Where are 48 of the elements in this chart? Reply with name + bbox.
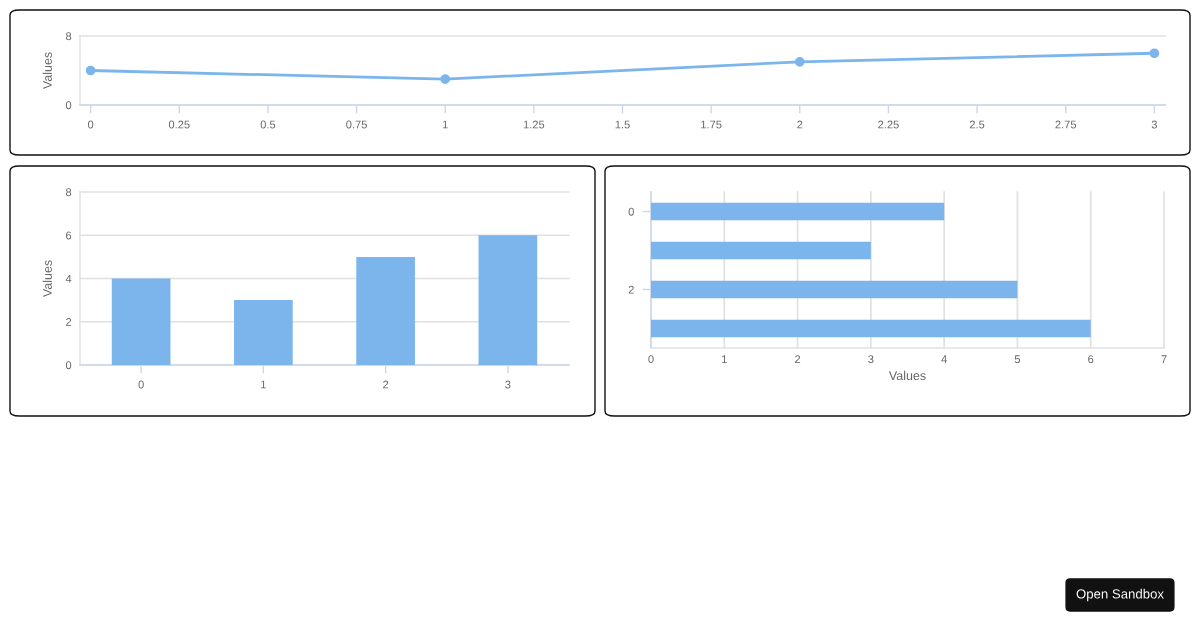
- point: [85, 65, 96, 76]
- x-tick-label: 2: [383, 380, 389, 389]
- point: [1149, 48, 1160, 59]
- bar: [651, 319, 1091, 338]
- y-tick-label: 0: [65, 361, 72, 370]
- x-tick-label: 0: [138, 380, 144, 389]
- text: Open Sandbox: [1076, 588, 1164, 602]
- x-tick-label: 2.25: [878, 120, 899, 129]
- bar: [356, 256, 415, 365]
- x-axis-title: Values: [888, 370, 926, 381]
- x-tick-label: 2: [797, 120, 803, 129]
- y-axis-title: Values: [42, 52, 52, 90]
- bar: [651, 202, 945, 221]
- bar: [478, 235, 538, 365]
- x-tick-label: 1.75: [701, 120, 722, 129]
- x-tick-label: 1: [442, 120, 448, 129]
- x-tick-label: 1.25: [523, 120, 545, 129]
- x-tick-label: 3: [868, 355, 874, 364]
- x-tick-label: 2.75: [1055, 120, 1077, 129]
- x-tick-label: 0.75: [346, 120, 367, 129]
- bar: [651, 280, 1018, 299]
- y-tick-label: 2: [66, 318, 72, 326]
- bar: [651, 241, 871, 260]
- bar: [111, 278, 171, 365]
- y-tick-label: 4: [65, 274, 72, 283]
- x-tick-label: 0: [648, 355, 654, 364]
- x-tick-label: 5: [1014, 355, 1021, 364]
- x-tick-label: 3: [1151, 120, 1157, 129]
- y-tick-label: 8: [65, 32, 72, 41]
- bar: [234, 300, 293, 365]
- x-tick-label: 4: [941, 355, 947, 363]
- point: [440, 74, 451, 84]
- x-tick-label: 1: [722, 355, 727, 363]
- x-tick-label: 1.5: [615, 120, 630, 129]
- x-tick-label: 0: [87, 120, 94, 129]
- x-tick-label: 2: [795, 355, 801, 363]
- y-tick-label: 8: [65, 188, 72, 197]
- x-tick-label: 0.5: [260, 120, 276, 129]
- x-tick-label: 7: [1161, 355, 1167, 363]
- x-tick-label: 6: [1088, 355, 1094, 364]
- point: [794, 57, 805, 67]
- y-tick-label: 0: [65, 101, 72, 110]
- x-tick-label: 0.25: [168, 120, 190, 129]
- x-tick-label: 3: [505, 380, 511, 389]
- x-tick-label: 1: [261, 380, 266, 389]
- y-tick-label: 6: [66, 231, 72, 240]
- y-axis-title: Values: [42, 260, 52, 298]
- x-tick-label: 2.5: [969, 120, 985, 129]
